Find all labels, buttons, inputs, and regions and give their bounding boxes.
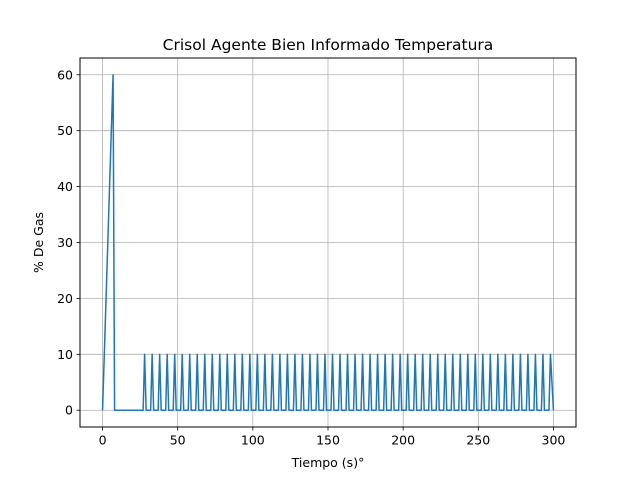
grid-lines (80, 58, 576, 427)
x-tick-label: 100 (241, 433, 265, 448)
x-axis-ticks: 0 50 100 150 200 250 300 (99, 427, 566, 448)
y-tick-label: 10 (57, 347, 73, 362)
x-tick-label: 200 (391, 433, 415, 448)
series-line (101, 74, 555, 411)
y-tick-label: 60 (57, 67, 73, 82)
y-axis-label: % De Gas (31, 212, 46, 273)
y-tick-label: 20 (57, 291, 73, 306)
y-tick-label: 40 (57, 179, 73, 194)
x-tick-label: 50 (170, 433, 186, 448)
series-layer (101, 74, 555, 411)
y-tick-label: 50 (57, 123, 73, 138)
x-tick-label: 300 (542, 433, 566, 448)
x-axis-label: Tiempo (s)° (291, 455, 365, 470)
y-tick-label: 0 (65, 403, 73, 418)
x-tick-label: 150 (316, 433, 340, 448)
y-axis-ticks: 0 10 20 30 40 50 60 (57, 67, 80, 418)
x-tick-label: 250 (466, 433, 490, 448)
y-tick-label: 30 (57, 235, 73, 250)
chart-title: Crisol Agente Bien Informado Temperatura (163, 36, 494, 54)
x-tick-label: 0 (99, 433, 107, 448)
